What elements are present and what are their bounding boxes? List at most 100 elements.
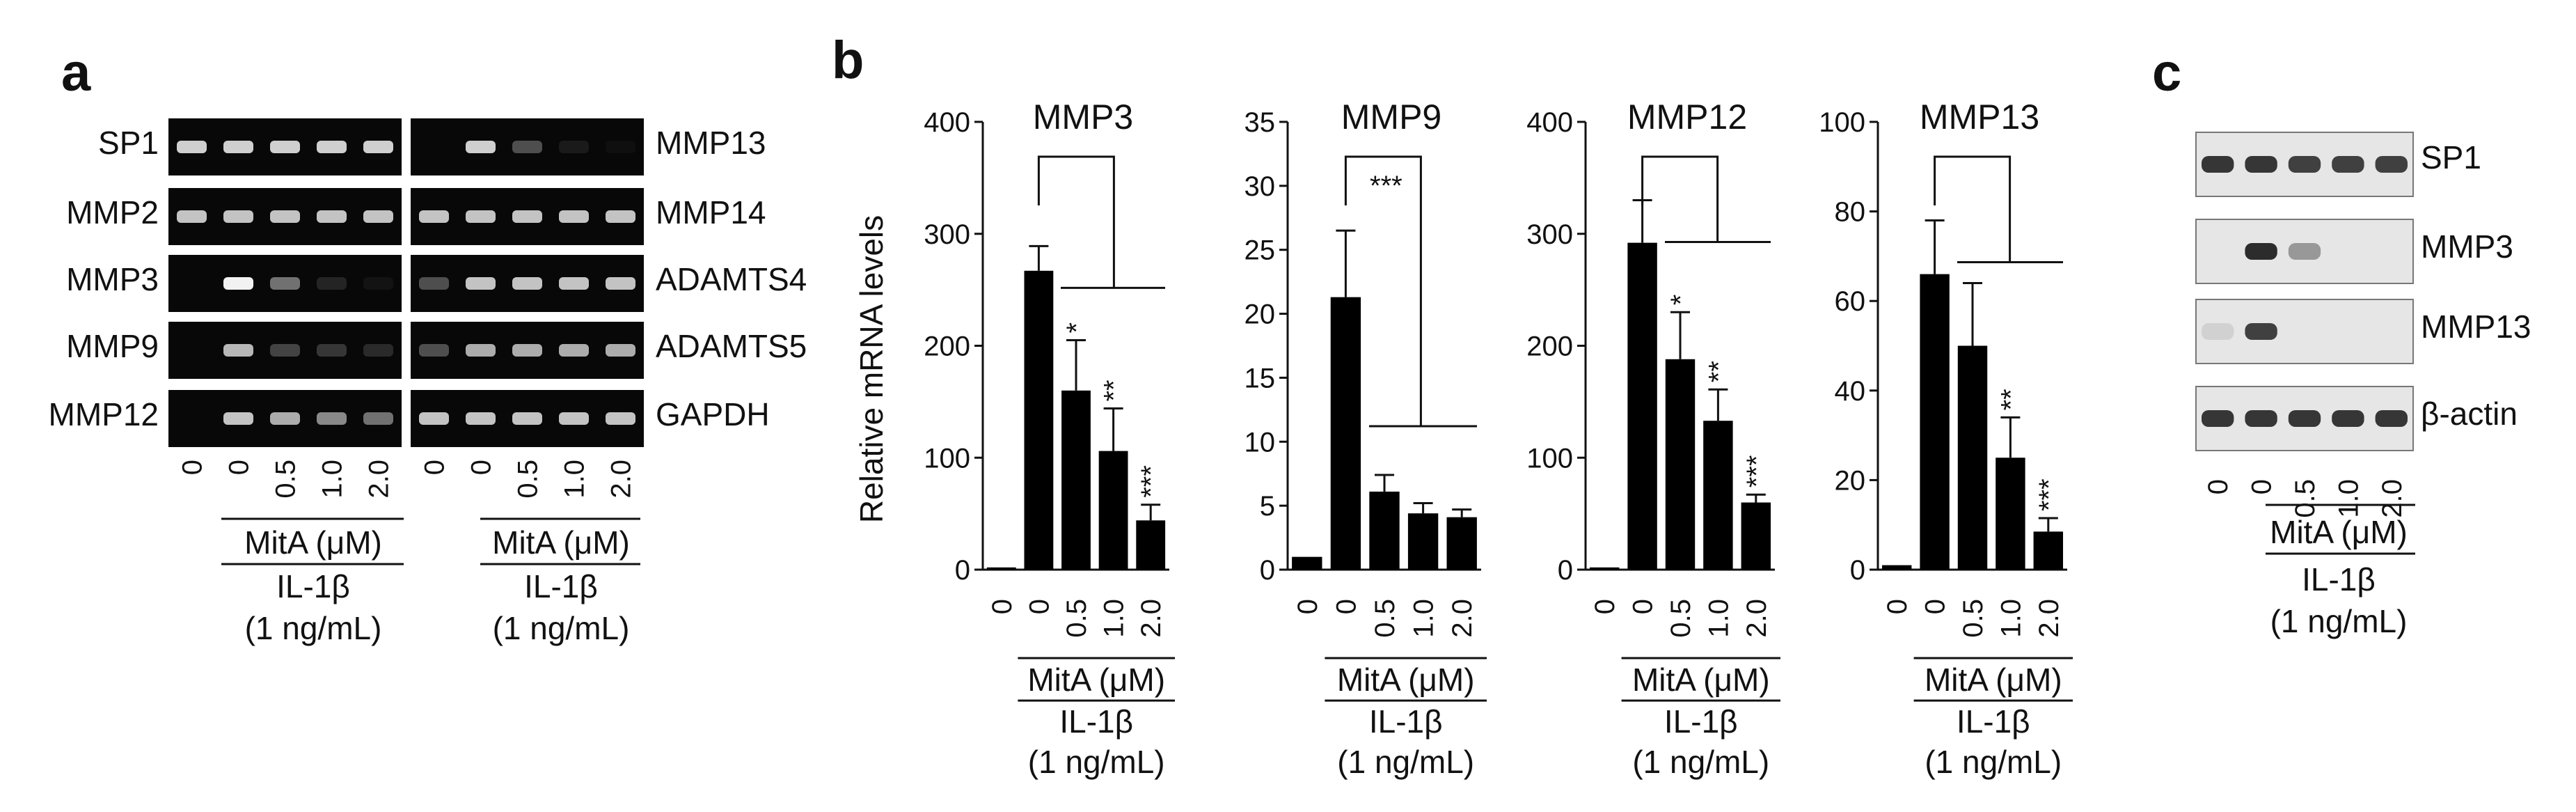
bar [1061,390,1091,570]
stimulus-label: IL-1β [1957,703,2030,740]
stimulus-label: IL-1β [524,568,598,604]
blot-label: MMP13 [2421,309,2531,345]
gel-band [606,210,635,223]
bar [1665,359,1696,570]
dose-label: 0 [177,460,208,475]
y-tick-label: 0 [955,555,970,586]
x-tick-label: 2.0 [1136,599,1167,638]
bar [1589,567,1620,570]
gel-band [606,412,635,425]
gel-band [512,412,542,425]
gel-label: MMP14 [656,194,766,231]
gel-band [419,344,449,357]
x-tick-label: 1.0 [1996,599,2026,638]
y-tick-label: 400 [1526,107,1573,138]
bar [1292,556,1322,570]
treatment-label: MitA (μM) [1632,662,1770,698]
gel-band [419,277,449,290]
stimulus-conc-label: (1 ng/mL) [1925,744,2062,780]
gel-conditions-right: MitA (μM) IL-1β (1 ng/mL) [480,517,640,646]
blot-band [2288,243,2321,260]
y-tick-label: 35 [1244,107,1276,138]
y-tick-label: 25 [1244,235,1276,266]
y-tick-label: 5 [1260,491,1275,522]
gel-band [559,141,589,153]
gel-label: MMP3 [66,261,159,297]
gel-band [606,344,635,357]
y-tick-label: 0 [1558,555,1573,586]
chart-title: MMP13 [1920,97,2039,136]
x-tick-label: 0 [1628,599,1659,614]
gel-label: MMP9 [66,328,159,364]
bar [1098,451,1128,570]
dose-label: 0.5 [513,460,544,499]
blot-labels: SP1 MMP3 MMP13 β-actin [2421,139,2531,432]
dose-label: 0 [224,460,255,475]
western-blot [2195,132,2414,451]
dose-label: 2.0 [2377,479,2408,518]
dose-label: 1.0 [2333,479,2364,518]
blot-band [2202,156,2234,173]
gel-band [223,412,253,425]
significance-marker: *** [2034,478,2064,511]
gel-band [363,344,393,357]
treatment-label: MitA (μM) [1925,662,2062,698]
gel-band [466,412,496,425]
gel-band [317,412,347,425]
gel-label: MMP12 [49,396,159,432]
dose-label: 2.0 [606,460,637,499]
gel-band [559,210,589,223]
stimulus-conc-label: (1 ng/mL) [1632,744,1769,780]
x-tick-label: 1.0 [1703,599,1734,638]
stimulus-label: IL-1β [1369,703,1443,740]
gel-labels-right: MMP13 MMP14 ADAMTS4 ADAMTS5 GAPDH [656,125,807,432]
x-tick-label: 0 [1331,599,1361,614]
y-tick-label: 20 [1835,465,1866,496]
gel-band [512,277,542,290]
y-tick-label: 0 [1850,555,1865,586]
stimulus-conc-label: (1 ng/mL) [493,610,630,646]
gel-band [317,210,347,223]
stimulus-label: IL-1β [1059,703,1133,740]
gel-band [177,210,207,223]
gel-label: ADAMTS5 [656,328,807,364]
dose-label: 0.5 [2290,479,2321,518]
x-tick-label: 1.0 [1409,599,1439,638]
blot-band [2332,156,2364,173]
significance-bracket [1037,155,1115,288]
dose-label: 0.5 [271,460,301,499]
y-tick-label: 40 [1835,376,1866,407]
dose-label: 1.0 [317,460,348,499]
x-tick-label: 1.0 [1099,599,1130,638]
blot-band [2375,410,2408,427]
gel-strip [411,118,644,175]
y-tick-label: 15 [1244,363,1276,393]
blot-band [2202,410,2234,427]
stimulus-conc-label: (1 ng/mL) [245,610,382,646]
gel-band [512,210,542,223]
bar [1996,458,2025,570]
gel-band [419,412,449,425]
gel-band [466,277,496,290]
gel-left [168,118,402,447]
blot-band [2245,323,2277,340]
gel-band [559,277,589,290]
gel-band [270,412,300,425]
bar [986,567,1016,570]
y-tick-label: 80 [1835,197,1866,228]
gel-label: GAPDH [656,396,770,432]
bar [1627,242,1657,570]
x-tick-label: 0.5 [1370,599,1400,638]
y-tick-label: 60 [1835,286,1866,317]
bar [1920,274,1950,570]
bar [1446,517,1477,570]
y-tick-label: 200 [924,331,970,362]
y-tick-label: 300 [1526,219,1573,250]
y-tick-label: 400 [924,107,970,138]
gel-dose-labels-left: 0 0 0.5 1.0 2.0 [177,460,395,499]
gel-band [270,210,300,223]
stimulus-label: IL-1β [2302,561,2376,598]
